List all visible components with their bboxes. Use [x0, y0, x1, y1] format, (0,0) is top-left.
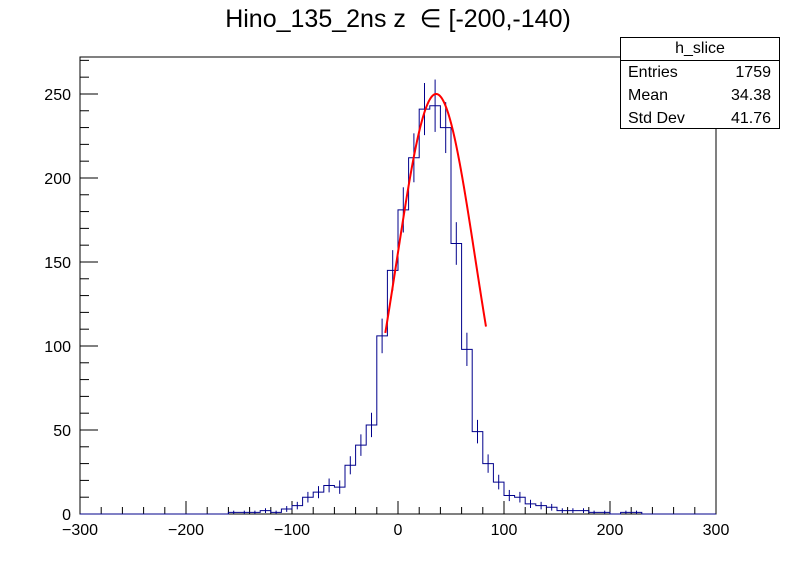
x-tick-label: 200: [597, 522, 624, 539]
y-tick-label: 50: [53, 423, 71, 440]
stats-value: 1759: [735, 64, 771, 81]
stats-row-stddev: Std Dev 41.76: [621, 107, 779, 130]
histogram-series: [80, 79, 716, 515]
fit-curve: [384, 92, 487, 334]
x-tick-label: −300: [62, 522, 98, 539]
axes: −300 −200 −100 0 100 200 300 0 50 100 150 200 250: [44, 59, 730, 539]
histogram-outline: [80, 105, 716, 515]
x-tick-label: 0: [394, 522, 403, 539]
stats-value: 34.38: [730, 87, 771, 104]
gaussian-fit: [384, 92, 487, 334]
y-tick-label: 250: [44, 87, 71, 104]
x-tick-label: 100: [491, 522, 518, 539]
stats-box: h_slice Entries 1759 Mean 34.38 Std Dev …: [620, 37, 780, 129]
stats-row-mean: Mean 34.38: [621, 84, 779, 107]
stats-label: Entries: [628, 64, 678, 81]
stats-label: Mean: [628, 87, 669, 104]
stats-row-entries: Entries 1759: [621, 61, 779, 84]
x-tick-label: −100: [274, 522, 310, 539]
y-tick-label: 100: [44, 339, 71, 356]
y-tick-label: 150: [44, 255, 71, 272]
x-tick-label: −200: [168, 522, 204, 539]
stats-title: h_slice: [621, 38, 779, 61]
y-tick-label: 200: [44, 171, 71, 188]
x-tick-label: 300: [703, 522, 730, 539]
y-tick-label: 0: [62, 507, 71, 524]
chart-title: Hino_135_2ns z ∈ [-200,-140): [225, 5, 571, 33]
stats-label: Std Dev: [628, 110, 685, 127]
stats-value: 41.76: [730, 110, 771, 127]
